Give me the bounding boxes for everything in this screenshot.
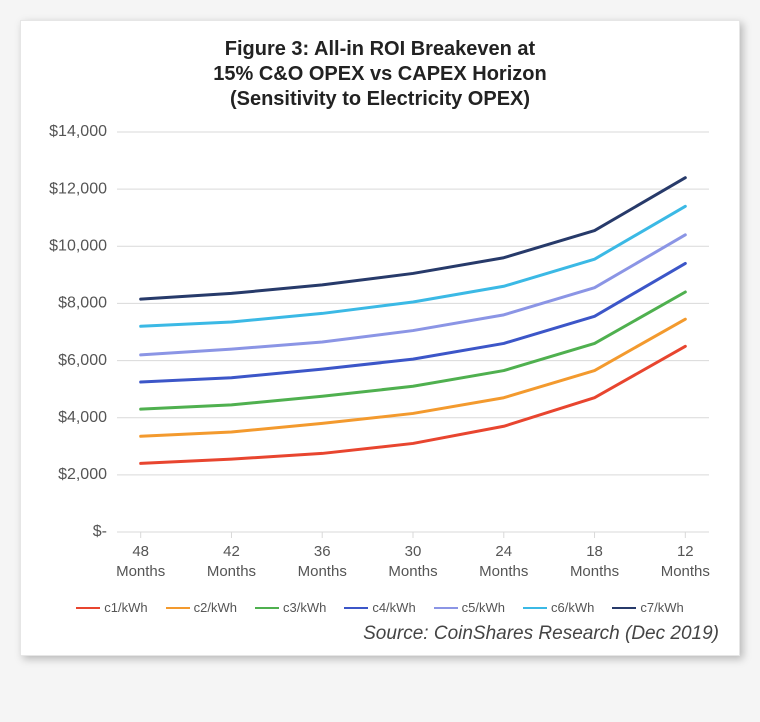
title-line-2: 15% C&O OPEX vs CAPEX Horizon	[213, 63, 546, 85]
plot-area: $- $2,000 $4,000 $6,000 $8,000 $10,000 $12,000…	[35, 122, 725, 592]
chart-svg: $- $2,000 $4,000 $6,000 $8,000 $10,000 $12,000…	[35, 122, 727, 592]
title-line-3: (Sensitivity to Electricity OPEX)	[230, 88, 530, 110]
y-axis-label: $-	[93, 523, 107, 540]
y-axis-label: $8,000	[58, 295, 107, 312]
x-axis-label-number: 42	[223, 543, 240, 560]
legend-swatch	[434, 607, 458, 609]
legend-label: c4/kWh	[372, 600, 415, 615]
x-axis-label-number: 24	[495, 543, 512, 560]
legend-item-c2-kWh: c2/kWh	[166, 600, 237, 615]
x-axis-label-number: 18	[586, 543, 603, 560]
chart-card: Figure 3: All-in ROI Breakeven at 15% C&O…	[20, 20, 740, 656]
y-axis-label: $10,000	[49, 238, 107, 255]
x-axis-label-unit: Months	[570, 563, 619, 580]
x-axis-label-number: 36	[314, 543, 331, 560]
y-axis-label: $12,000	[49, 180, 107, 197]
y-axis-label: $14,000	[49, 123, 107, 140]
legend-swatch	[523, 607, 547, 609]
legend-swatch	[255, 607, 279, 609]
legend-item-c6-kWh: c6/kWh	[523, 600, 594, 615]
title-line-1: Figure 3: All-in ROI Breakeven at	[225, 38, 535, 60]
legend-label: c1/kWh	[104, 600, 147, 615]
legend-swatch	[612, 607, 636, 609]
legend-item-c7-kWh: c7/kWh	[612, 600, 683, 615]
chart-title: Figure 3: All-in ROI Breakeven at 15% C&O…	[35, 37, 725, 112]
x-axis-label-unit: Months	[207, 563, 256, 580]
legend-label: c6/kWh	[551, 600, 594, 615]
legend-item-c1-kWh: c1/kWh	[76, 600, 147, 615]
x-axis-label-unit: Months	[388, 563, 437, 580]
x-axis-label-unit: Months	[479, 563, 528, 580]
y-axis-label: $4,000	[58, 409, 107, 426]
x-axis-label-number: 12	[677, 543, 694, 560]
x-axis-label-unit: Months	[116, 563, 165, 580]
legend-label: c7/kWh	[640, 600, 683, 615]
legend-item-c5-kWh: c5/kWh	[434, 600, 505, 615]
legend-label: c5/kWh	[462, 600, 505, 615]
x-axis-label-unit: Months	[298, 563, 347, 580]
x-axis-label-number: 30	[405, 543, 422, 560]
x-axis-label-unit: Months	[661, 563, 710, 580]
legend-item-c4-kWh: c4/kWh	[344, 600, 415, 615]
x-axis-label-number: 48	[132, 543, 149, 560]
legend-swatch	[344, 607, 368, 609]
legend-label: c3/kWh	[283, 600, 326, 615]
legend-swatch	[76, 607, 100, 609]
legend: c1/kWh c2/kWh c3/kWh c4/kWh c5/kWh c6/kWh c7/k…	[39, 600, 721, 615]
y-axis-label: $6,000	[58, 352, 107, 369]
legend-label: c2/kWh	[194, 600, 237, 615]
source-text: Source: CoinShares Research (Dec 2019)	[35, 623, 719, 645]
legend-item-c3-kWh: c3/kWh	[255, 600, 326, 615]
y-axis-label: $2,000	[58, 466, 107, 483]
legend-swatch	[166, 607, 190, 609]
